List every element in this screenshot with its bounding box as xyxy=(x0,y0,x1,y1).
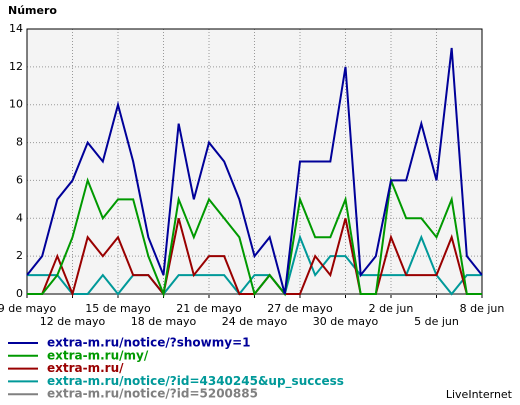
x-tick-label: 21 de mayo xyxy=(176,302,242,315)
x-tick-label: 15 de mayo xyxy=(85,302,151,315)
legend-label: extra-m.ru/notice/?showmy=1 xyxy=(47,336,251,350)
x-tick-label: 24 de mayo xyxy=(222,315,288,328)
x-tick-label: 9 de mayo xyxy=(0,302,56,315)
legend-label: extra-m.ru/notice/?id=4340245&up_success xyxy=(47,374,344,389)
y-tick-label: 12 xyxy=(9,60,23,73)
chart-title: Número xyxy=(8,4,57,17)
x-tick-label: 5 de jun xyxy=(414,315,459,328)
y-tick-label: 10 xyxy=(9,98,23,111)
x-tick-label: 30 de mayo xyxy=(313,315,379,328)
legend-label: extra-m.ru/notice/?id=5200885 xyxy=(47,387,258,401)
legend-label: extra-m.ru/my/ xyxy=(47,348,149,362)
x-tick-label: 8 de jun xyxy=(460,302,505,315)
x-tick-label: 27 de mayo xyxy=(267,302,333,315)
series-line xyxy=(26,47,483,295)
x-tick-label: 2 de jun xyxy=(369,302,414,315)
y-tick-label: 0 xyxy=(16,287,23,300)
legend-label: extra-m.ru/ xyxy=(47,361,124,375)
x-tick-label: 12 de mayo xyxy=(40,315,106,328)
y-tick-label: 2 xyxy=(16,249,23,262)
series-line xyxy=(27,176,482,298)
y-tick-label: 4 xyxy=(16,211,23,224)
y-tick-label: 14 xyxy=(9,22,23,35)
x-tick-label: 18 de mayo xyxy=(131,315,197,328)
y-tick-label: 6 xyxy=(16,173,23,186)
source: LiveInternet xyxy=(446,388,513,401)
y-tick-label: 8 xyxy=(16,136,23,149)
